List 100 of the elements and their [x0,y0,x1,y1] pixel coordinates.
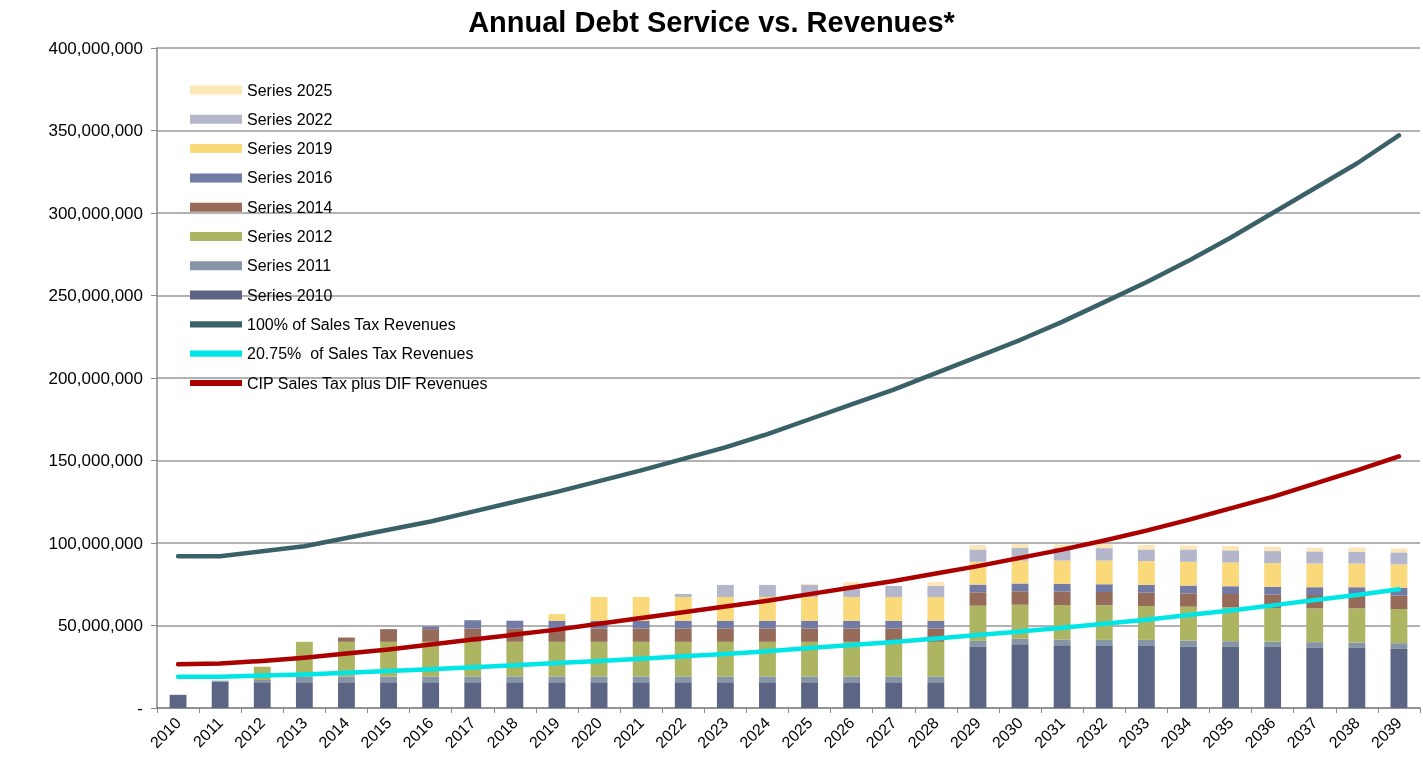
legend-label: Series 2016 [247,169,333,187]
bar [464,682,482,708]
bar [1348,547,1366,552]
y-tick-label: 400,000,000 [48,38,143,58]
bar [632,676,650,683]
bar [674,593,692,597]
bar [1137,584,1155,593]
bar [969,646,987,708]
y-tick-label: 100,000,000 [48,533,143,553]
bar [1348,647,1366,708]
bar [632,682,650,708]
bar [1390,595,1408,609]
bar [1095,544,1113,549]
bar [464,620,482,629]
bar [1095,639,1113,646]
bar [1264,646,1282,708]
bar [1222,562,1239,587]
bar [1306,608,1324,643]
bar [969,549,987,562]
line-series [175,454,1402,667]
y-tick-label: 300,000,000 [48,203,143,223]
bar [801,682,818,708]
bar [1390,552,1408,565]
bar [1095,592,1113,606]
bar [759,682,776,708]
bar [338,682,355,708]
legend-label: Series 2022 [247,110,333,128]
bar [716,676,734,683]
bar [422,626,440,630]
y-tick-label: - [137,698,143,718]
bar [843,682,861,708]
bar [885,585,903,597]
bar [843,620,861,629]
bar [590,676,608,683]
bar [1180,646,1197,708]
bar [464,676,482,683]
bar [1137,561,1155,585]
bar [169,694,187,708]
bar [338,637,355,642]
bar [1306,642,1324,648]
bar [1390,648,1408,708]
bar [801,676,818,683]
bar [1095,548,1113,561]
bar [927,585,945,597]
bar [1137,549,1155,562]
y-tick-label: 150,000,000 [48,451,143,470]
bar [1011,644,1029,708]
legend-label: Series 2011 [247,257,332,275]
bar [422,629,440,642]
bar [1264,546,1282,552]
bar [590,596,608,621]
bar [1053,583,1071,592]
bar [1348,563,1366,588]
bar [632,620,650,629]
line-series [175,586,1402,679]
bar [1137,639,1155,646]
bar [506,682,524,708]
bar [1137,645,1155,708]
bar [1180,545,1197,550]
bar [1306,563,1324,588]
bar [380,676,397,683]
bar [1348,642,1366,648]
bar [1053,591,1071,606]
bar [590,682,608,708]
bar [674,682,692,708]
bar [1264,586,1282,595]
bar [927,581,945,586]
bar [548,676,566,683]
bar [1180,593,1197,607]
bar [1011,544,1029,549]
bar [1180,585,1197,594]
y-tick-label: 350,000,000 [48,121,143,140]
bar [632,628,650,642]
bar [801,620,818,629]
bar [211,681,229,708]
bar [380,682,397,708]
bar [422,682,440,708]
bar [1390,609,1408,644]
bar [380,629,397,642]
y-tick-label: 50,000,000 [57,616,143,635]
legend-label: Series 2019 [247,140,333,158]
bar [1137,545,1155,550]
bar [1011,591,1029,605]
bar [843,676,861,683]
bar [927,682,945,708]
bar [1095,645,1113,708]
bar [1348,551,1366,564]
bar [1222,586,1239,594]
legend-label: 100% of Sales Tax Revenues [247,315,456,333]
bar [1095,560,1113,585]
bar [1222,546,1239,551]
legend-label: CIP Sales Tax plus DIF Revenues [247,374,488,392]
bar [1137,592,1155,607]
bar [506,676,524,683]
bar [1222,641,1239,647]
y-tick-label: 200,000,000 [48,368,143,388]
bar [801,628,818,642]
bar [716,628,734,642]
bar [927,620,945,629]
bar [1011,560,1029,584]
